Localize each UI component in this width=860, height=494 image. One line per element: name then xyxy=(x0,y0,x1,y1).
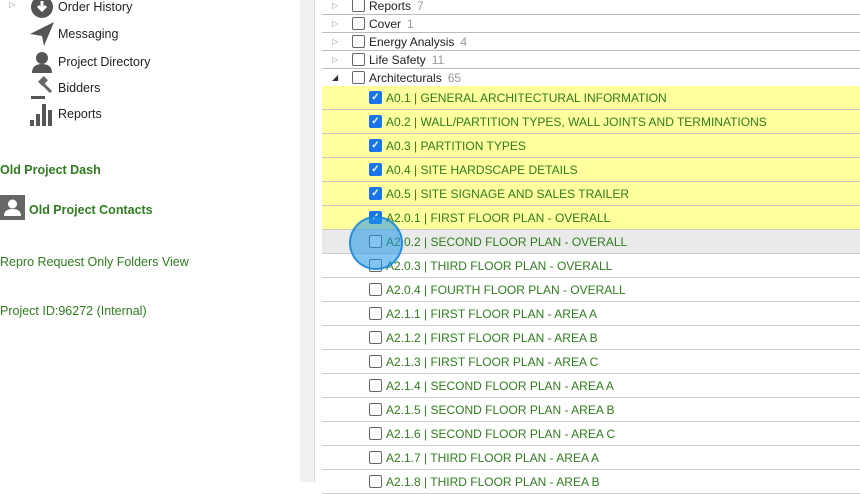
sheet-label: A2.0.3 | THIRD FLOOR PLAN - OVERALL xyxy=(386,258,613,273)
folder-checkbox[interactable] xyxy=(352,53,365,66)
folder-row[interactable]: ▷ Cover 1 xyxy=(322,15,860,33)
sheet-row[interactable]: A2.0.2 | SECOND FLOOR PLAN - OVERALL xyxy=(322,230,860,254)
sheet-checkbox[interactable]: ✓ xyxy=(369,187,382,200)
sheet-label: A0.4 | SITE HARDSCAPE DETAILS xyxy=(386,162,578,177)
sheet-label: A2.1.1 | FIRST FLOOR PLAN - AREA A xyxy=(386,306,597,321)
person-icon xyxy=(30,50,54,74)
nav-messaging[interactable]: Messaging xyxy=(30,22,118,46)
repro-request-link[interactable]: Repro Request Only Folders View xyxy=(0,255,189,269)
nav-label: Reports xyxy=(58,107,102,121)
sheet-row[interactable]: A2.1.7 | THIRD FLOOR PLAN - AREA A xyxy=(322,446,860,470)
expand-triangle-icon[interactable]: ▷ xyxy=(332,1,339,10)
sheet-row[interactable]: A2.1.6 | SECOND FLOOR PLAN - AREA C xyxy=(322,422,860,446)
contact-card-icon xyxy=(0,195,25,225)
folder-name: Architecturals xyxy=(369,70,442,85)
paper-plane-icon xyxy=(30,22,54,46)
panel-divider[interactable] xyxy=(300,0,315,482)
gavel-icon xyxy=(30,76,54,100)
sheet-row[interactable]: A2.1.8 | THIRD FLOOR PLAN - AREA B xyxy=(322,470,860,494)
sheet-label: A2.1.4 | SECOND FLOOR PLAN - AREA A xyxy=(386,378,614,393)
sheet-label: A0.2 | WALL/PARTITION TYPES, WALL JOINTS… xyxy=(386,114,767,129)
folder-checkbox[interactable] xyxy=(352,71,365,84)
sheet-row[interactable]: ✓ A0.2 | WALL/PARTITION TYPES, WALL JOINT… xyxy=(322,110,860,134)
nav-label: Project Directory xyxy=(58,55,151,69)
nav-label: Bidders xyxy=(58,81,101,95)
sheet-checkbox[interactable]: ✓ xyxy=(369,91,382,104)
sheet-row[interactable]: A2.0.4 | FOURTH FLOOR PLAN - OVERALL xyxy=(322,278,860,302)
sheet-label: A2.1.7 | THIRD FLOOR PLAN - AREA A xyxy=(386,450,599,465)
sheet-checkbox[interactable] xyxy=(369,283,382,296)
nav-reports[interactable]: Reports xyxy=(30,102,102,126)
folder-name: Cover xyxy=(369,16,402,31)
sidebar: ▷ Order History Messaging Project Direct… xyxy=(0,0,300,482)
sheet-row[interactable]: ✓ A0.5 | SITE SIGNAGE AND SALES TRAILER xyxy=(322,182,860,206)
nav-project-directory[interactable]: Project Directory xyxy=(30,50,150,74)
folder-name: Energy Analysis xyxy=(369,34,455,49)
folder-count: 4 xyxy=(460,34,468,49)
sheet-label: A2.0.4 | FOURTH FLOOR PLAN - OVERALL xyxy=(386,282,626,297)
sheet-label: A2.1.6 | SECOND FLOOR PLAN - AREA C xyxy=(386,426,616,441)
sheet-label: A2.0.2 | SECOND FLOOR PLAN - OVERALL xyxy=(386,234,628,249)
download-circle-icon xyxy=(30,0,54,19)
sheet-row[interactable]: A2.1.2 | FIRST FLOOR PLAN - AREA B xyxy=(322,326,860,350)
sheet-row[interactable]: A2.1.3 | FIRST FLOOR PLAN - AREA C xyxy=(322,350,860,374)
sheet-checkbox[interactable]: ✓ xyxy=(369,163,382,176)
sheet-row[interactable]: ✓ A0.3 | PARTITION TYPES xyxy=(322,134,860,158)
folder-count: 65 xyxy=(447,70,462,85)
sheet-label: A2.1.2 | FIRST FLOOR PLAN - AREA B xyxy=(386,330,598,345)
sheet-row[interactable]: ✓ A0.1 | GENERAL ARCHITECTURAL INFORMATIO… xyxy=(322,86,860,110)
expand-triangle-icon[interactable]: ▷ xyxy=(332,37,339,46)
sheet-checkbox[interactable] xyxy=(369,355,382,368)
click-indicator xyxy=(349,216,403,270)
sheet-checkbox[interactable] xyxy=(369,403,382,416)
bar-chart-icon xyxy=(30,102,54,126)
expand-triangle-icon[interactable]: ▷ xyxy=(332,55,339,64)
nav-label: Messaging xyxy=(58,27,119,41)
folder-name: Reports xyxy=(369,0,412,13)
sheet-label: A2.1.3 | FIRST FLOOR PLAN - AREA C xyxy=(386,354,599,369)
sheet-label: A0.1 | GENERAL ARCHITECTURAL INFORMATION xyxy=(386,90,667,105)
nav-bidders[interactable]: Bidders xyxy=(30,76,100,100)
collapse-triangle-icon[interactable]: ◢ xyxy=(332,73,339,82)
sheet-row[interactable]: ✓ A0.4 | SITE HARDSCAPE DETAILS xyxy=(322,158,860,182)
sheet-label: A2.1.5 | SECOND FLOOR PLAN - AREA B xyxy=(386,402,615,417)
sheet-checkbox[interactable]: ✓ xyxy=(369,139,382,152)
folder-checkbox[interactable] xyxy=(352,17,365,30)
sheet-checkbox[interactable] xyxy=(369,451,382,464)
sheet-checkbox[interactable] xyxy=(369,307,382,320)
folder-checkbox[interactable] xyxy=(352,35,365,48)
sheet-checkbox[interactable] xyxy=(369,379,382,392)
sheet-label: A0.5 | SITE SIGNAGE AND SALES TRAILER xyxy=(386,186,629,201)
folder-count: 1 xyxy=(407,16,414,31)
folder-count: 11 xyxy=(431,52,445,67)
old-project-contacts-link[interactable]: Old Project Contacts xyxy=(0,195,153,225)
project-id-text: Project ID:96272 (Internal) xyxy=(0,304,147,318)
folder-row[interactable]: ▷ Energy Analysis 4 xyxy=(322,33,860,51)
nav-order-history[interactable]: Order History xyxy=(30,0,132,19)
folder-count: 7 xyxy=(417,0,424,13)
sheet-row[interactable]: ✓A2.0.1 | FIRST FLOOR PLAN - OVERALL xyxy=(322,206,860,230)
sheet-checkbox[interactable]: ✓ xyxy=(369,115,382,128)
sheet-label: A0.3 | PARTITION TYPES xyxy=(386,138,526,153)
folder-row[interactable]: ▷ Reports 7 xyxy=(322,0,860,15)
folder-checkbox[interactable] xyxy=(352,0,365,12)
sheet-checkbox[interactable] xyxy=(369,331,382,344)
nav-label: Order History xyxy=(58,0,133,14)
folder-row[interactable]: ◢ Architecturals 65 xyxy=(322,69,860,87)
sheet-row[interactable]: A2.1.1 | FIRST FLOOR PLAN - AREA A xyxy=(322,302,860,326)
old-project-contacts-label: Old Project Contacts xyxy=(29,203,153,217)
expand-triangle-icon[interactable]: ▷ xyxy=(332,19,339,28)
sheet-row[interactable]: A2.0.3 | THIRD FLOOR PLAN - OVERALL xyxy=(322,254,860,278)
expand-triangle-icon[interactable]: ▷ xyxy=(9,0,16,9)
sheet-row[interactable]: A2.1.5 | SECOND FLOOR PLAN - AREA B xyxy=(322,398,860,422)
folder-name: Life Safety xyxy=(369,52,426,67)
folder-row[interactable]: ▷ Life Safety 11 xyxy=(322,51,860,69)
sheet-checkbox[interactable] xyxy=(369,427,382,440)
old-project-dash-link[interactable]: Old Project Dash xyxy=(0,163,101,177)
sheet-row[interactable]: A2.1.4 | SECOND FLOOR PLAN - AREA A xyxy=(322,374,860,398)
sheet-label: A2.0.1 | FIRST FLOOR PLAN - OVERALL xyxy=(386,210,611,225)
